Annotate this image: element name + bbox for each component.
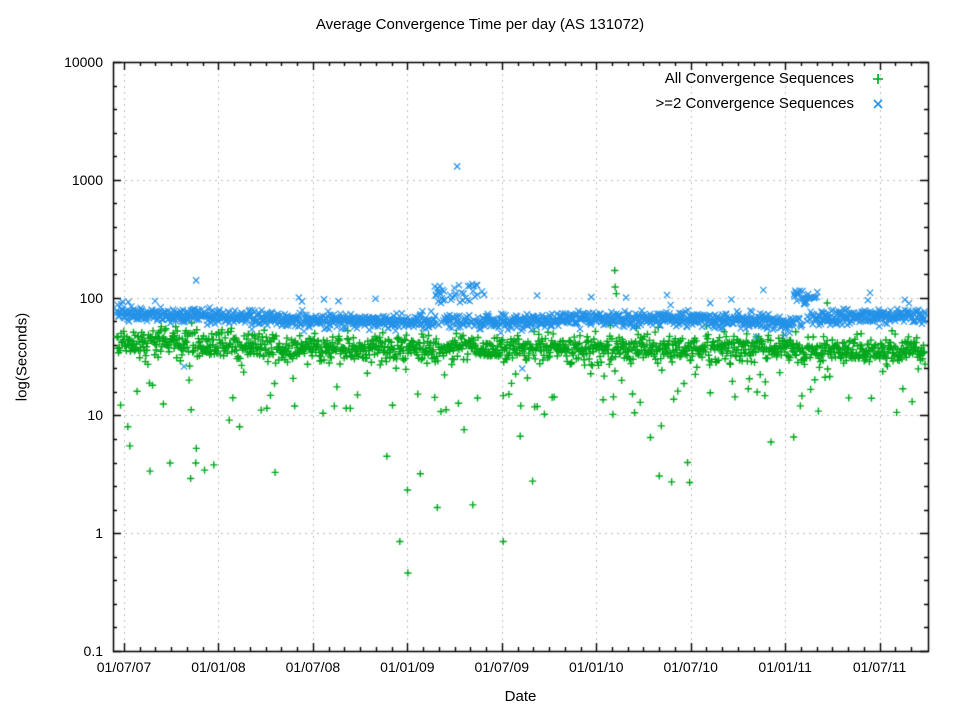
legend-row: >=2 Convergence Sequences [656,91,890,116]
x-tick-label: 01/07/09 [474,659,530,675]
x-tick-label: 01/01/08 [191,659,246,675]
chart-title: Average Convergence Time per day (AS 131… [315,16,645,33]
cross-marker-icon [873,98,883,109]
x-tick-label: 01/07/10 [663,659,718,675]
x-tick-label: 01/01/11 [758,659,812,675]
y-tick-label: 1000 [71,171,103,188]
y-tick-label: 10 [87,407,103,424]
y-tick-label: 0.1 [83,643,103,659]
x-tick-label: 01/01/10 [569,659,624,675]
x-tick-label: 01/01/09 [380,659,435,675]
y-axis-label: log(Seconds) [13,312,31,402]
legend-row: All Convergence Sequences [656,66,890,91]
plus-marker-icon [873,73,883,84]
legend-label: All Convergence Sequences [664,70,854,87]
x-tick-label: 01/07/07 [96,659,152,675]
y-tick-label: 1 [95,525,103,542]
y-tick-label: 100 [79,289,103,306]
y-tick-label: 10000 [64,54,103,70]
legend-label: >=2 Convergence Sequences [655,95,854,112]
x-tick-label: 01/07/08 [285,659,341,675]
legend: All Convergence Sequences >=2 Convergenc… [656,66,890,116]
x-axis-label: Date [504,688,537,705]
x-tick-label: 01/07/11 [852,659,907,675]
